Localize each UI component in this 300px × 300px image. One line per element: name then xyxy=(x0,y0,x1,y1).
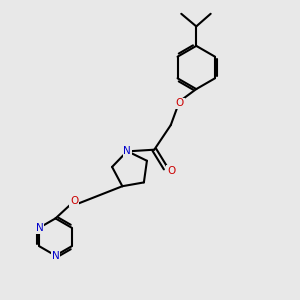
Text: N: N xyxy=(35,223,43,233)
Text: O: O xyxy=(167,166,175,176)
Text: O: O xyxy=(176,98,184,109)
Text: N: N xyxy=(123,146,131,156)
Text: N: N xyxy=(52,250,59,261)
Text: O: O xyxy=(70,196,78,206)
